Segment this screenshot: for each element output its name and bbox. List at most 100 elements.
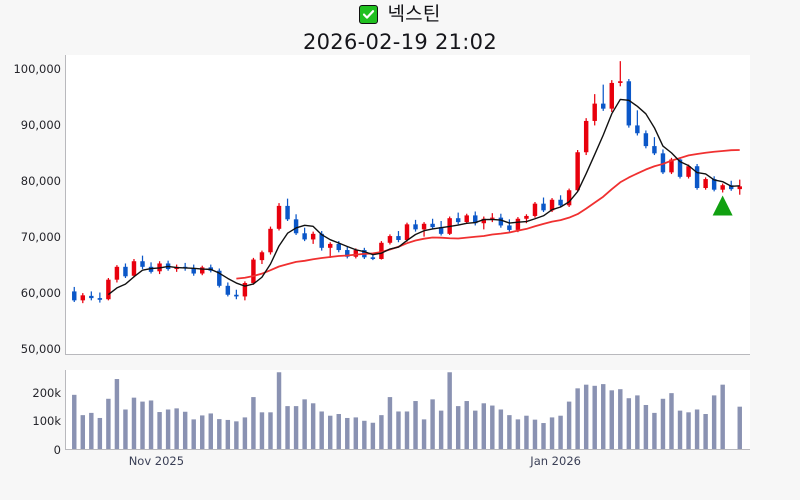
volume-bar [652,412,657,449]
candlestick [89,291,94,301]
candlestick [583,118,589,156]
volume-chart-panel[interactable] [65,370,750,450]
candlestick [310,231,316,244]
candlestick [464,213,469,224]
volume-plot[interactable] [66,370,750,449]
price-tick-label: 60,000 [20,286,61,301]
volume-bar [669,393,674,449]
candlestick [737,179,742,195]
candlestick [251,257,256,285]
candlestick [703,177,708,190]
candlestick [507,219,512,232]
volume-bar [694,409,700,449]
volume-bar [720,384,725,449]
candlestick [626,79,632,128]
candlestick [413,219,418,232]
volume-bar [490,405,495,449]
volume-bar [498,409,504,449]
candlestick [302,227,307,242]
candlestick [541,197,546,213]
candlestick [592,94,597,126]
volume-bar [191,419,196,449]
candlestick [293,214,299,235]
volume-bar [293,406,299,449]
candlestick [217,268,222,288]
candlestick [558,195,563,208]
volume-bar [626,398,632,449]
candlestick [123,263,128,278]
price-tick-label: 80,000 [20,174,61,189]
volume-bar [686,412,691,449]
candlestick [200,265,205,276]
candlestick [575,150,580,192]
volume-bar [660,398,666,449]
volume-bar [438,410,444,449]
candlestick [327,242,333,258]
volume-bar [148,400,154,449]
volume-bar [225,419,231,449]
volume-bar [473,410,478,449]
candlestick [140,255,145,270]
volume-bar [80,415,86,449]
volume-bar [703,414,708,449]
volume-bar [481,403,487,449]
volume-bar [532,419,538,449]
candlestick [97,292,103,303]
candlestick [421,222,427,237]
volume-tick-label: 100k [32,414,61,429]
candlestick [694,163,700,190]
candlestick [191,264,196,276]
ma-short-line [107,98,740,296]
volume-bar [345,417,350,449]
candlestick [532,201,538,218]
candlestick [259,250,265,265]
candlestick [635,110,640,136]
candlestick [430,218,435,229]
candlestick [618,61,623,87]
volume-bar [251,397,256,449]
volume-bar [379,415,384,449]
volume-axis-labels: 0 100k 200k [0,370,61,456]
price-tick-label: 100,000 [13,62,61,77]
candlestick [72,286,77,303]
volume-bar [165,409,171,449]
volume-bar [575,388,580,449]
volume-bar [353,417,359,449]
volume-tick-label: 0 [53,443,61,457]
volume-bar [592,385,597,449]
volume-bar [609,390,614,449]
volume-bar [242,417,248,449]
date-tick-label: Nov 2025 [128,454,185,468]
volume-bar [507,415,512,449]
volume-bar [677,410,683,449]
candlestick [396,231,401,243]
volume-bar [157,412,162,449]
timestamp-label: 2026-02-19 21:02 [302,30,498,54]
candlestick [379,241,384,260]
candlestick [711,176,717,192]
volume-bar [268,412,273,449]
volume-bar [455,406,461,449]
candlestick [490,213,495,223]
volume-bar [327,415,333,449]
candlestick [404,222,410,242]
candlestick [285,198,290,221]
chart-header: 넥스틴 2026-02-19 21:02 [0,0,800,56]
price-tick-label: 50,000 [20,342,61,357]
volume-bar [97,417,103,449]
title-row: 넥스틴 [0,1,800,27]
candlestick [566,188,572,208]
price-chart-panel[interactable] [65,55,750,355]
volume-bar [319,411,324,449]
volume-bar [285,406,290,449]
volume-bar [106,398,111,449]
volume-bar [413,401,418,449]
volume-bar [618,389,623,449]
volume-bar [737,406,742,449]
candlestick [643,130,649,149]
volume-bar [140,401,145,449]
candlestick [268,226,273,255]
candlestick-plot[interactable] [66,55,750,354]
volume-bar [89,412,94,449]
volume-bar [430,399,435,449]
